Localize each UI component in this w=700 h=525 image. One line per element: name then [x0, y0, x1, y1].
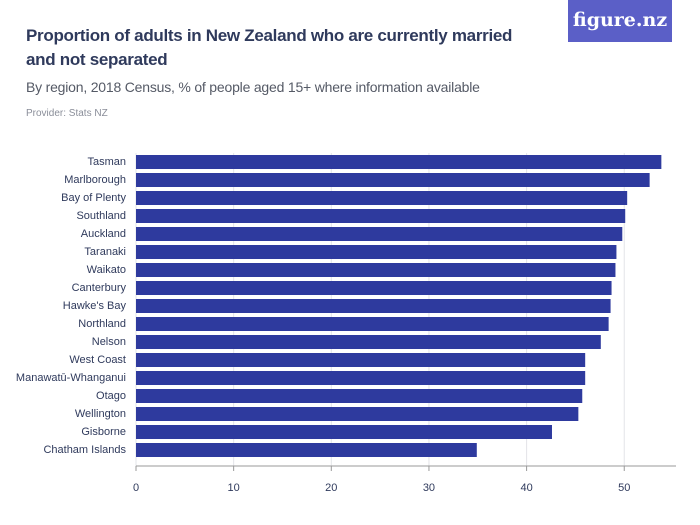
y-tick-label: Northland [78, 318, 126, 330]
y-tick-label: Gisborne [81, 426, 126, 438]
y-tick-label: Otago [96, 390, 126, 402]
bar [136, 443, 477, 457]
y-tick-label: Southland [76, 210, 126, 222]
bar [136, 335, 601, 349]
x-tick-label: 50 [618, 482, 630, 494]
y-tick-label: Tasman [87, 156, 126, 168]
bar [136, 263, 616, 277]
y-tick-label: Taranaki [84, 246, 126, 258]
y-tick-label: Canterbury [72, 282, 127, 294]
logo[interactable]: figure.nz [568, 0, 672, 42]
bar [136, 353, 586, 367]
y-tick-label: Nelson [92, 336, 126, 348]
y-tick-label: Manawatū-Whanganui [16, 372, 126, 384]
chart-subtitle: By region, 2018 Census, % of people aged… [26, 79, 480, 95]
x-tick-label: 10 [228, 482, 240, 494]
chart-title: Proportion of adults in New Zealand who … [26, 26, 513, 69]
bar [136, 299, 611, 313]
bar [136, 227, 623, 241]
bar [136, 155, 662, 169]
bar [136, 389, 583, 403]
x-tick-label: 30 [423, 482, 435, 494]
bar [136, 371, 586, 385]
x-tick-label: 0 [133, 482, 139, 494]
y-tick-label: Marlborough [64, 174, 126, 186]
y-tick-label: Wellington [75, 408, 126, 420]
x-tick-label: 40 [520, 482, 532, 494]
bar [136, 407, 579, 421]
bar [136, 191, 628, 205]
bar [136, 209, 626, 223]
y-tick-label: West Coast [69, 354, 126, 366]
x-tick-label: 20 [325, 482, 337, 494]
bar [136, 173, 650, 187]
source-note: Provider: Stats NZ [26, 108, 108, 119]
bar [136, 317, 609, 331]
y-tick-label: Auckland [81, 228, 126, 240]
bar [136, 245, 617, 259]
y-tick-label: Hawke's Bay [63, 300, 127, 312]
bar [136, 425, 552, 439]
y-tick-label: Chatham Islands [43, 444, 126, 456]
y-tick-label: Waikato [87, 264, 126, 276]
y-tick-label: Bay of Plenty [61, 192, 126, 204]
bar [136, 281, 612, 295]
